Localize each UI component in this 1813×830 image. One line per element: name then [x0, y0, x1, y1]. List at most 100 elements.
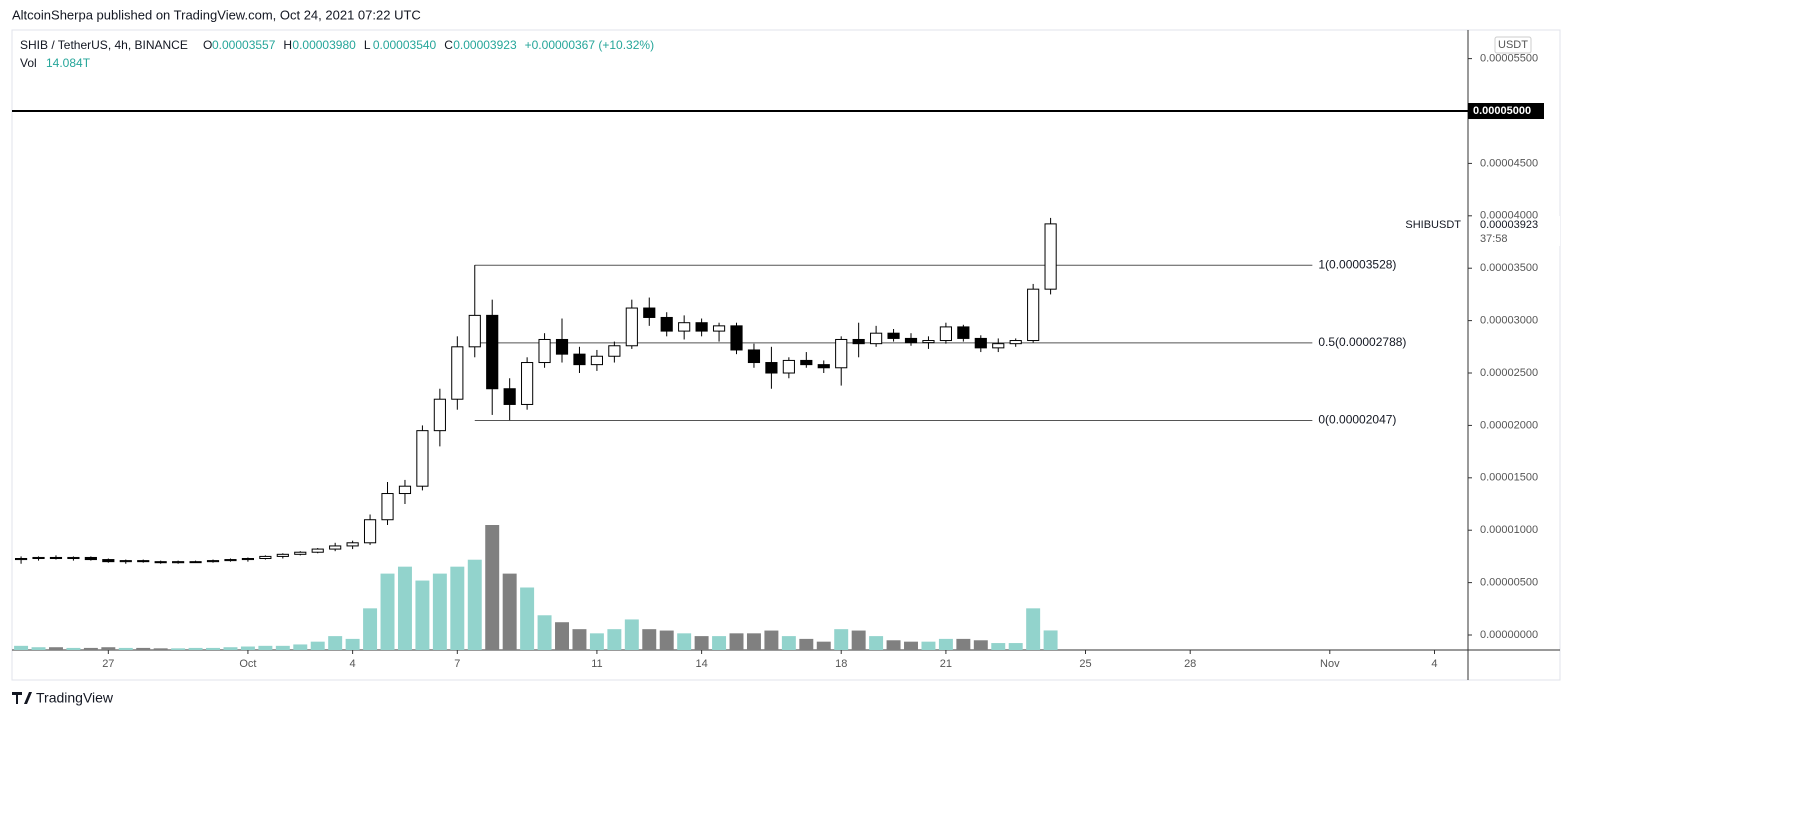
fib-label: 1(0.00003528) [1318, 257, 1396, 271]
volume-bar [938, 638, 953, 650]
symbol: SHIB / TetherUS, 4h, BINANCE [20, 38, 188, 52]
volume-name: Vol [20, 56, 37, 70]
candle-body [870, 332, 883, 345]
candle-body [590, 355, 603, 366]
volume-bar [607, 629, 622, 650]
candle-body [852, 338, 865, 345]
candle-body [84, 556, 97, 561]
volume-bar [293, 644, 308, 650]
candle-body [835, 338, 848, 369]
x-tick-label: 25 [1079, 658, 1091, 670]
volume-bar [206, 647, 220, 650]
x-tick-label: 4 [1431, 658, 1437, 670]
candle-body [747, 349, 761, 364]
price-label-box [1470, 216, 1560, 246]
candle-body [503, 388, 516, 405]
candle-body [224, 559, 237, 562]
x-tick-label: 7 [454, 658, 460, 670]
candle-body [1044, 223, 1057, 290]
ohlc-key: H [283, 38, 292, 52]
volume-bar [555, 622, 569, 650]
candle-body [276, 553, 289, 557]
x-tick-label: 21 [940, 658, 952, 670]
candle-body [381, 493, 394, 521]
fib-label: 0(0.00002047) [1318, 413, 1396, 427]
volume-bar [694, 636, 709, 650]
x-tick-label: 14 [695, 658, 707, 670]
volume-bar [1008, 643, 1023, 650]
volume-bar [642, 629, 657, 650]
ohlc-legend: O 0.00003557 H 0.00003980 L 0.00003540 C 0.0000… [203, 38, 654, 52]
candle-body [486, 314, 499, 390]
ohlc-value: 0.00003923 [453, 38, 517, 52]
volume-bar [432, 573, 447, 650]
ohlc-value: 0.00003557 [212, 38, 276, 52]
volume-bar [1043, 630, 1058, 650]
candle-body [259, 555, 272, 560]
currency: USDT [1498, 39, 1528, 51]
x-tick-label: Oct [239, 658, 256, 670]
candle-body [957, 326, 970, 339]
x-tick-label: 18 [835, 658, 847, 670]
candle-body [782, 359, 795, 374]
y-tick-label: 0.00001000 [1480, 524, 1538, 536]
hline-label: 0.00005000 [1473, 105, 1531, 117]
volume-bar [746, 633, 761, 650]
volume-bar [450, 566, 465, 650]
volume-bar [171, 648, 186, 650]
volume-bar [345, 638, 360, 650]
candle-body [67, 556, 80, 560]
volume-bar [66, 647, 81, 650]
volume-bar [781, 636, 796, 650]
currency-box [1494, 36, 1532, 54]
volume-bar [136, 647, 151, 650]
volume-bar [467, 559, 482, 650]
candle-body [608, 345, 621, 357]
volume-bar [659, 630, 674, 650]
volume-bar [31, 647, 46, 650]
candle-body [451, 346, 464, 400]
candle-body [241, 558, 255, 561]
volume-bar [310, 641, 325, 650]
candle-body [904, 337, 918, 344]
volume-bar [83, 647, 98, 650]
volume-bar [101, 647, 116, 650]
candle-body [625, 307, 638, 347]
volume-bar [240, 646, 255, 650]
volume-bar [712, 636, 727, 650]
volume-bar [764, 630, 779, 650]
volume-bar [973, 640, 988, 650]
change: +0.00000367 (+10.32%) [525, 38, 654, 52]
volume-bar [118, 647, 133, 650]
countdown: 37:58 [1480, 233, 1508, 245]
candle-body [102, 559, 115, 563]
candle-body [974, 337, 987, 349]
volume-bar [328, 636, 343, 650]
candle-body [468, 314, 481, 348]
candle-body [154, 561, 167, 564]
y-tick-label: 0.00004000 [1480, 210, 1538, 222]
volume-bar [153, 648, 168, 650]
y-tick-label: 0.00002500 [1480, 367, 1538, 379]
candle-body [137, 560, 150, 563]
y-tick-label: 0.00001500 [1480, 472, 1538, 484]
volume-bar [415, 580, 430, 650]
ticker: SHIBUSDT [1405, 219, 1461, 231]
candle-body [14, 558, 28, 561]
volume-bar [397, 566, 412, 650]
volume-bar [624, 619, 639, 650]
candle-body [922, 340, 935, 344]
volume-bar [589, 633, 604, 650]
candle-body [521, 362, 534, 405]
chart-frame [11, 29, 1561, 681]
volume-bar [677, 633, 692, 650]
candle-body [678, 322, 691, 332]
y-tick-label: 0.00005500 [1480, 53, 1538, 65]
candle-body [992, 343, 1005, 349]
volume-bar [834, 629, 849, 650]
candle-body [206, 560, 220, 563]
volume-bar [258, 645, 273, 650]
candle-body [294, 551, 307, 555]
candle-body [695, 322, 708, 332]
